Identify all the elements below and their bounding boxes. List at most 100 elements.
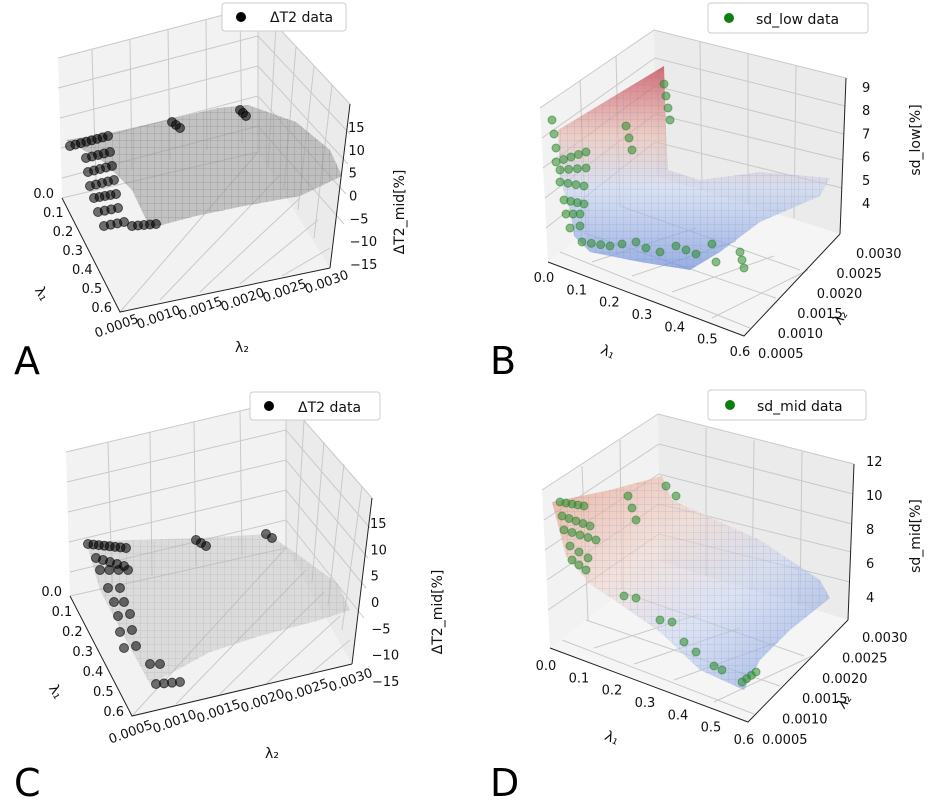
- data-point: [581, 565, 591, 575]
- z-tick-label: 5: [862, 174, 870, 189]
- data-point: [175, 677, 185, 687]
- z-tick-label: 6: [866, 557, 874, 572]
- y-tick-label: 0.0020: [817, 287, 863, 302]
- z-tick-label: 10: [348, 144, 365, 159]
- y-tick-label: 0.0015: [195, 697, 243, 727]
- data-point: [681, 245, 691, 255]
- x-tick-label: 0.5: [93, 685, 114, 700]
- data-point: [113, 611, 123, 621]
- data-point: [115, 627, 125, 637]
- data-point: [586, 238, 596, 248]
- data-point: [103, 583, 113, 593]
- data-point: [567, 528, 577, 537]
- x-tick-label: 0.6: [103, 705, 124, 720]
- data-points-c: [83, 529, 277, 689]
- data-point: [201, 541, 211, 551]
- data-point: [555, 177, 565, 187]
- data-point: [567, 555, 577, 565]
- panel-b: 0.0 0.1 0.2 0.3 0.4 0.5 0.6 0.0005 0.0010 0.0015 0…: [490, 2, 924, 383]
- z-tick-label: 8: [866, 523, 874, 538]
- data-point: [131, 641, 141, 651]
- z-tick-label: −15: [372, 675, 399, 690]
- x-tick-label: 0.2: [602, 684, 623, 699]
- data-point: [579, 199, 589, 209]
- data-point: [619, 591, 629, 601]
- x-tick-label: 0.6: [734, 733, 755, 748]
- x-axis-label-d: λ₁: [602, 728, 621, 748]
- data-point: [119, 597, 129, 607]
- legend-b: sd_low data: [707, 2, 869, 34]
- data-point: [735, 247, 745, 257]
- legend-d: sd_mid data: [707, 389, 867, 421]
- data-point: [103, 131, 113, 141]
- data-point: [111, 189, 121, 199]
- x-tick-label: 0.2: [599, 296, 620, 311]
- legend-label-b: sd_low data: [756, 12, 839, 28]
- data-point: [549, 129, 559, 139]
- data-point: [671, 491, 681, 501]
- data-point: [583, 533, 593, 542]
- y-tick-label: 0.0015: [797, 307, 843, 322]
- y-tick-label: 0.0005: [93, 312, 141, 342]
- data-point: [267, 533, 277, 543]
- data-point: [555, 165, 565, 175]
- x-tick-label: 0.1: [43, 206, 64, 221]
- y-tick-label: 0.0025: [842, 651, 888, 666]
- data-point: [571, 180, 581, 190]
- data-point: [655, 247, 665, 257]
- data-point: [617, 239, 627, 249]
- panel-letter-d: D: [490, 761, 519, 805]
- data-point: [572, 164, 582, 174]
- z-tick-label: 0: [349, 190, 357, 205]
- y-tick-label: 0.0005: [107, 718, 155, 748]
- data-point: [627, 503, 637, 513]
- x-tick-label: 0.6: [730, 345, 751, 360]
- y-tick-label: 0.0010: [782, 713, 828, 728]
- y-tick-label: 0.0020: [822, 672, 868, 687]
- y-tick-label: 0.0005: [758, 347, 804, 362]
- data-point: [155, 659, 165, 669]
- data-point: [631, 593, 641, 603]
- data-points-a: [65, 105, 251, 231]
- z-tick-label: 10: [866, 489, 883, 504]
- data-point: [551, 143, 561, 153]
- data-point: [711, 257, 721, 267]
- data-point: [127, 625, 137, 635]
- data-point: [574, 547, 584, 557]
- data-point: [659, 79, 669, 89]
- z-tick-label: 6: [862, 151, 870, 166]
- data-point: [641, 243, 651, 253]
- x-tick-label: 0.4: [668, 708, 689, 723]
- data-point: [105, 147, 115, 157]
- x-tick-label: 0.2: [53, 225, 74, 240]
- data-point: [175, 123, 185, 133]
- data-point: [591, 535, 601, 545]
- data-point: [579, 501, 589, 511]
- data-point: [564, 164, 574, 174]
- x-tick-label: 0.4: [83, 665, 104, 680]
- data-point: [565, 541, 575, 551]
- data-point: [577, 237, 587, 247]
- legend-label-c: ΔT2 data: [298, 400, 361, 416]
- panel-letter-c: C: [14, 761, 41, 805]
- data-point: [751, 667, 761, 677]
- z-tick-label: 15: [370, 517, 387, 532]
- data-point: [671, 241, 681, 251]
- data-point: [559, 155, 568, 164]
- data-point: [581, 147, 591, 157]
- x-tick-label: 0.4: [664, 320, 685, 335]
- data-point: [563, 178, 573, 188]
- x-tick-label: 0.1: [566, 283, 587, 298]
- data-point: [109, 175, 119, 185]
- x-tick-label: 0.0: [534, 271, 555, 286]
- data-points-d: [555, 481, 761, 687]
- data-point: [119, 643, 129, 653]
- z-tick-label: −15: [350, 258, 377, 273]
- x-tick-label: 0.1: [569, 671, 590, 686]
- x-tick-label: 0.0: [41, 585, 62, 600]
- data-point: [125, 609, 135, 619]
- data-point: [707, 239, 717, 249]
- data-point: [737, 255, 747, 265]
- data-point: [655, 615, 665, 625]
- data-point: [151, 219, 161, 229]
